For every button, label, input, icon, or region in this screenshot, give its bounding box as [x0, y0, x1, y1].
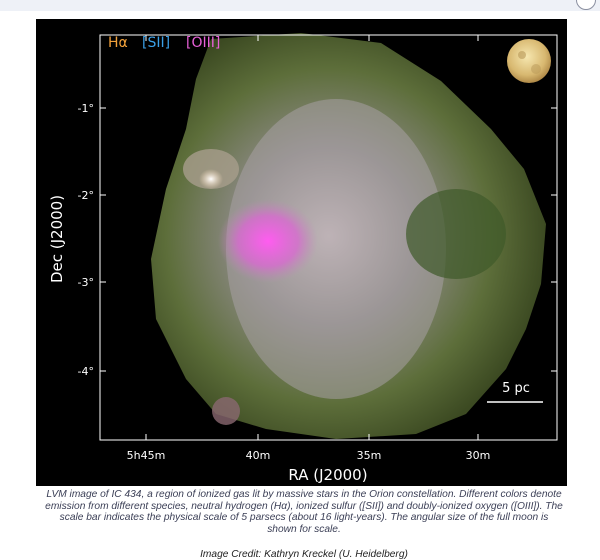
image-credit: Image Credit: Kathryn Kreckel (U. Heidel… [200, 549, 408, 560]
nebula-core-haze [226, 99, 446, 399]
y-tick-3: -3° [78, 276, 94, 289]
oiii-emission-region [218, 199, 318, 283]
y-tick-1: -1° [78, 102, 94, 115]
scale-bar-label: 5 pc [502, 381, 530, 396]
x-tick-3: 35m [357, 449, 382, 462]
x-axis-label: RA (J2000) [288, 466, 367, 484]
bright-star-cluster [199, 169, 223, 189]
legend-sii: [SII] [142, 35, 170, 51]
nebula-image: -1° -2° -3° -4° 5h45m 40m 35m 30m RA (J2… [48, 33, 558, 484]
top-toolbar-strip [0, 0, 600, 11]
x-tick-4: 30m [466, 449, 491, 462]
full-moon-icon [507, 39, 551, 83]
lvm-figure: -1° -2° -3° -4° 5h45m 40m 35m 30m RA (J2… [36, 19, 567, 486]
legend-oiii: [OIII] [186, 35, 220, 51]
axes-frame [99, 34, 558, 441]
x-tick-2: 40m [246, 449, 271, 462]
toolbar-circle-button[interactable] [576, 0, 596, 10]
lower-bright-knot [212, 397, 240, 425]
x-tick-1: 5h45m [127, 449, 166, 462]
dark-green-cloud [406, 189, 506, 279]
y-tick-2: -2° [78, 189, 94, 202]
figure-caption: LVM image of IC 434, a region of ionized… [45, 489, 563, 535]
legend-ha: Hα [108, 35, 128, 51]
y-tick-4: -4° [78, 365, 94, 378]
y-axis-label: Dec (J2000) [48, 195, 66, 283]
